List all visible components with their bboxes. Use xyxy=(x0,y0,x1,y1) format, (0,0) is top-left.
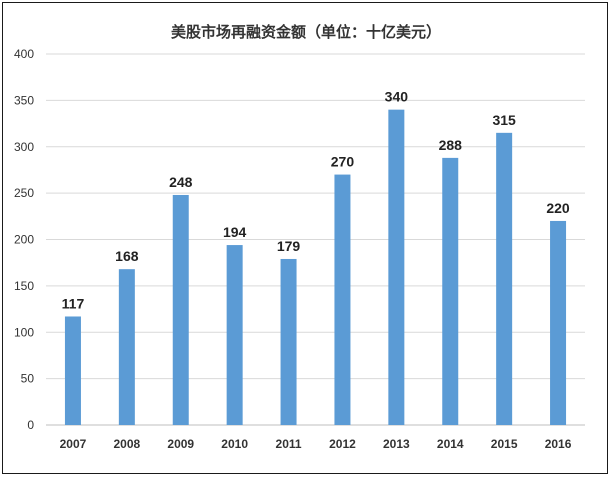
data-label-2009: 248 xyxy=(169,174,193,190)
x-tick-label-2016: 2016 xyxy=(545,437,572,451)
x-tick-label-2010: 2010 xyxy=(221,437,248,451)
bar-2010 xyxy=(226,245,243,425)
y-tick-label: 400 xyxy=(14,47,34,61)
x-tick-label-2009: 2009 xyxy=(167,437,194,451)
x-tick-label-2014: 2014 xyxy=(437,437,464,451)
data-label-2010: 194 xyxy=(223,224,247,240)
x-tick-label-2015: 2015 xyxy=(491,437,518,451)
bar-2013 xyxy=(388,109,405,426)
x-tick-label-2011: 2011 xyxy=(276,437,302,451)
chart-title: 美股市场再融资金额（单位：十亿美元） xyxy=(171,23,441,41)
data-label-2015: 315 xyxy=(492,112,516,128)
data-label-2013: 340 xyxy=(385,89,409,105)
data-label-2007: 117 xyxy=(62,295,85,311)
grid-lines xyxy=(46,53,585,426)
x-tick-label-2012: 2012 xyxy=(329,437,356,451)
x-axis-ticks: 2007 2008 2009 2010 2011 2012 2013 2014 2015 2016 xyxy=(60,437,572,451)
bar-2016 xyxy=(550,220,567,425)
data-labels: 117 168 248 194 179 270 340 288 315 220 xyxy=(62,89,570,312)
bar-2008 xyxy=(118,269,135,425)
y-tick-label: 150 xyxy=(14,279,34,293)
data-label-2008: 168 xyxy=(115,248,139,264)
y-tick-label: 0 xyxy=(27,418,34,432)
y-tick-label: 100 xyxy=(14,325,34,339)
bars xyxy=(64,109,567,426)
y-tick-label: 250 xyxy=(14,186,34,200)
data-label-2011: 179 xyxy=(277,238,301,254)
bar-2015 xyxy=(496,132,513,425)
data-label-2016: 220 xyxy=(546,200,570,216)
bar-2012 xyxy=(334,174,351,425)
y-tick-label: 300 xyxy=(14,140,34,154)
y-tick-label: 200 xyxy=(14,233,34,247)
bar-2014 xyxy=(442,157,459,425)
bar-2009 xyxy=(172,194,189,425)
bar-2011 xyxy=(280,258,297,425)
x-tick-label-2013: 2013 xyxy=(383,437,410,451)
x-tick-label-2008: 2008 xyxy=(113,437,140,451)
y-axis-ticks: 0 50 100 150 200 250 300 350 400 xyxy=(14,47,34,432)
data-label-2014: 288 xyxy=(439,137,463,153)
data-label-2012: 270 xyxy=(331,154,355,170)
y-tick-label: 350 xyxy=(14,93,34,107)
bar-2007 xyxy=(64,316,81,425)
x-tick-label-2007: 2007 xyxy=(60,437,87,451)
y-tick-label: 50 xyxy=(21,372,35,386)
